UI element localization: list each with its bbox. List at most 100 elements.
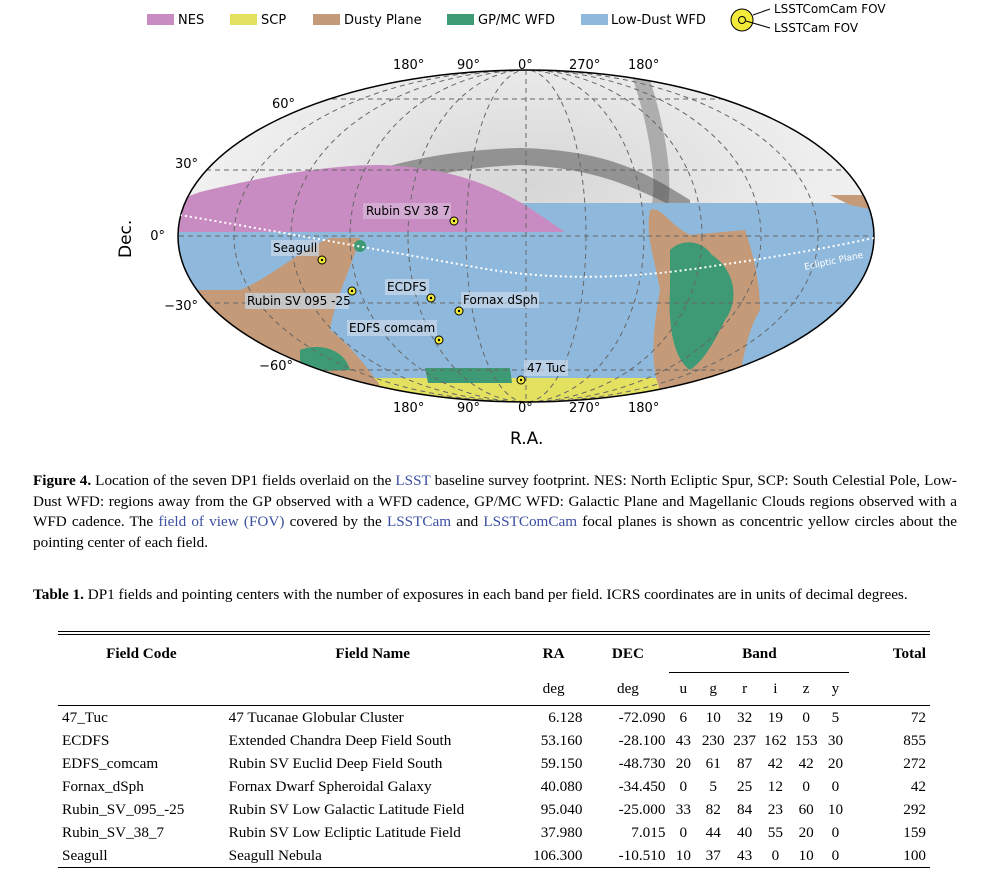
legend-swatch-gpmc-wfd bbox=[447, 14, 474, 25]
table-row: ECDFS Extended Chandra Deep Field South 53… bbox=[58, 729, 930, 752]
field-label: Rubin SV 095 -25 bbox=[247, 294, 351, 308]
ra-tick: 0° bbox=[518, 401, 533, 416]
caption-text: and bbox=[451, 513, 484, 530]
lsstcomcam-link[interactable]: LSSTComCam bbox=[483, 513, 578, 530]
cell-field-code: Rubin_SV_38_7 bbox=[62, 823, 165, 841]
legend-swatch-scp bbox=[230, 14, 257, 25]
cell-band: 23 bbox=[767, 800, 783, 818]
ra-tick: 270° bbox=[569, 401, 600, 416]
fields-table: Field Code Field Name RA DEC Band Total … bbox=[58, 636, 930, 868]
cell-band: 82 bbox=[705, 800, 721, 818]
cell-band: 44 bbox=[705, 823, 721, 841]
cell-band: 0 bbox=[771, 846, 780, 864]
cell-field-name: Extended Chandra Deep Field South bbox=[228, 731, 452, 749]
band-y: y bbox=[831, 680, 840, 697]
unit-empty bbox=[58, 673, 225, 706]
table-top-rule bbox=[58, 631, 930, 632]
legend-label-dusty-plane: Dusty Plane bbox=[344, 13, 422, 28]
cell-band: 0 bbox=[679, 777, 688, 795]
gpmc-wfd-region-lmc bbox=[425, 368, 512, 383]
legend-label-lsstcam-fov: LSSTCam FOV bbox=[774, 21, 859, 35]
cell-band: 20 bbox=[798, 823, 814, 841]
table-row: 47_Tuc 47 Tucanae Globular Cluster 6.128 -7… bbox=[58, 706, 930, 730]
galactic-plane-line bbox=[179, 214, 874, 278]
band-z: z bbox=[802, 680, 810, 697]
dec-tick: 60° bbox=[272, 97, 295, 112]
table-row: Rubin_SV_38_7 Rubin SV Low Ecliptic Latit… bbox=[58, 821, 930, 844]
field-markers: Rubin SV 38 7 Seagull ECDFS Fornax dSph … bbox=[245, 203, 568, 385]
figure-label: Figure 4. bbox=[33, 472, 92, 489]
field-label: Fornax dSph bbox=[463, 293, 538, 307]
cell-band: 153 bbox=[794, 731, 818, 749]
cell-dec: -25.000 bbox=[618, 800, 666, 818]
cell-total: 42 bbox=[910, 777, 926, 795]
band-r: r bbox=[742, 680, 748, 697]
cell-ra: 95.040 bbox=[540, 800, 583, 818]
sky-map-figure: NES SCP Dusty Plane GP/MC WFD Low-Dust W… bbox=[116, 2, 886, 449]
cell-field-name: Fornax Dwarf Spheroidal Galaxy bbox=[228, 777, 432, 795]
cell-field-name: Rubin SV Low Ecliptic Latitude Field bbox=[228, 823, 461, 841]
fov-link[interactable]: field of view (FOV) bbox=[158, 513, 285, 530]
cell-band: 0 bbox=[679, 823, 688, 841]
cell-band: 87 bbox=[737, 754, 753, 772]
cell-band: 237 bbox=[733, 731, 756, 749]
field-47-tuc: 47 Tuc bbox=[516, 360, 568, 385]
ra-axis-label: R.A. bbox=[510, 429, 543, 449]
unit-ra: deg bbox=[542, 679, 565, 697]
lsst-link[interactable]: LSST bbox=[395, 472, 431, 489]
gpmc-wfd-region-small bbox=[354, 240, 366, 252]
band-u: u bbox=[679, 680, 688, 697]
dec-axis-label: Dec. bbox=[116, 220, 136, 258]
milky-way-band bbox=[300, 148, 690, 215]
cell-ra: 40.080 bbox=[540, 777, 583, 795]
cell-band: 42 bbox=[767, 754, 783, 772]
field-label: Rubin SV 38 7 bbox=[366, 204, 450, 218]
field-seagull: Seagull bbox=[271, 240, 327, 265]
cell-field-code: Seagull bbox=[62, 846, 108, 864]
map-outline bbox=[177, 69, 875, 403]
cell-field-name: Rubin SV Euclid Deep Field South bbox=[228, 754, 443, 772]
field-rubin-sv-095-25: Rubin SV 095 -25 bbox=[245, 286, 357, 309]
fov-outer-circle bbox=[730, 8, 754, 32]
lsstcam-link[interactable]: LSSTCam bbox=[386, 513, 452, 530]
cell-band: 0 bbox=[831, 777, 840, 795]
dec-tick: −30° bbox=[164, 299, 198, 314]
header-ra: RA bbox=[542, 645, 565, 663]
cell-field-code: EDFS_comcam bbox=[62, 754, 159, 772]
table-row: EDFS_comcam Rubin SV Euclid Deep Field So… bbox=[58, 752, 930, 775]
caption-text: Location of the seven DP1 fields overlai… bbox=[91, 472, 396, 489]
cell-band: 60 bbox=[798, 800, 814, 818]
cell-band: 10 bbox=[675, 846, 691, 864]
cell-band: 0 bbox=[831, 823, 840, 841]
nes-region bbox=[178, 165, 565, 232]
legend-label-low-dust-wfd: Low-Dust WFD bbox=[611, 13, 706, 28]
figure-caption: Figure 4. Location of the seven DP1 fiel… bbox=[33, 471, 957, 553]
caption-text: focal planes is shown as concentric yell… bbox=[33, 513, 957, 551]
cell-band: 10 bbox=[827, 800, 844, 818]
cell-field-code: ECDFS bbox=[62, 731, 110, 749]
field-label: Seagull bbox=[273, 241, 317, 255]
field-rubin-sv-38-7: Rubin SV 38 7 bbox=[363, 203, 459, 226]
dec-tick: 30° bbox=[175, 157, 198, 172]
cell-band: 25 bbox=[737, 777, 753, 795]
table-caption: Table 1. DP1 fields and pointing centers… bbox=[33, 585, 957, 606]
cell-field-code: Rubin_SV_095_-25 bbox=[62, 800, 185, 818]
unit-empty bbox=[225, 673, 521, 706]
fov-arrow-inner bbox=[745, 20, 771, 29]
cell-band: 32 bbox=[737, 708, 753, 726]
ra-tick: 180° bbox=[393, 401, 424, 416]
ra-tick: 90° bbox=[457, 58, 480, 73]
caption-text: baseline survey footprint. NES: North Ec… bbox=[33, 472, 957, 530]
cell-ra: 106.300 bbox=[533, 846, 583, 864]
cell-dec: -34.450 bbox=[618, 777, 666, 795]
cell-band: 84 bbox=[737, 800, 753, 818]
cell-band: 0 bbox=[802, 777, 810, 795]
ra-tick: 180° bbox=[628, 401, 659, 416]
cell-band: 61 bbox=[705, 754, 721, 772]
field-fornax-dsph: Fornax dSph bbox=[454, 292, 539, 316]
cell-field-name: Seagull Nebula bbox=[228, 846, 322, 864]
field-label: ECDFS bbox=[387, 280, 427, 294]
header-band: Band bbox=[669, 636, 850, 673]
cell-total: 272 bbox=[903, 754, 926, 772]
cell-ra: 6.128 bbox=[548, 708, 583, 726]
